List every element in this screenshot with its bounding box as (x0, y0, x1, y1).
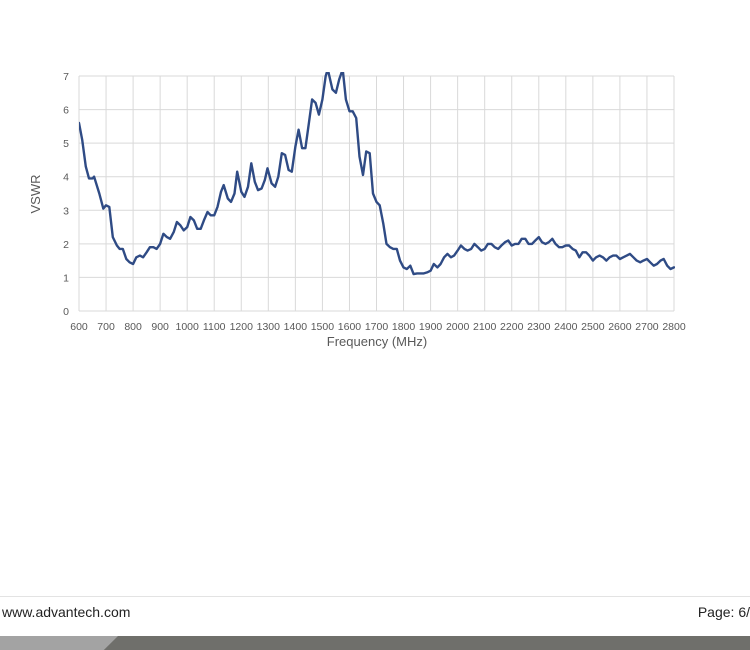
x-tick-label: 2200 (500, 321, 524, 333)
y-tick-label: 2 (63, 239, 69, 251)
x-tick-label: 1900 (419, 321, 443, 333)
x-tick-label: 900 (151, 321, 169, 333)
y-tick-label: 1 (63, 272, 69, 284)
footer-page-number: Page: 6/ (697, 604, 750, 620)
vswr-chart: 0 1 2 3 4 5 6 7 600 700 800 900 1000 1100 1200 1300 140… (28, 71, 686, 349)
x-tick-label: 800 (124, 321, 142, 333)
y-tick-label: 4 (63, 172, 69, 184)
x-tick-labels: 600 700 800 900 1000 1100 1200 1300 1400 1500 1600… (70, 321, 686, 333)
x-tick-label: 2000 (446, 321, 470, 333)
x-tick-label: 1400 (284, 321, 308, 333)
y-tick-label: 7 (63, 71, 69, 83)
x-tick-label: 1600 (338, 321, 362, 333)
footer-divider (0, 596, 750, 597)
x-tick-label: 2400 (554, 321, 578, 333)
x-tick-label: 2100 (473, 321, 497, 333)
y-axis-label: VSWR (28, 175, 43, 214)
y-tick-label: 3 (63, 205, 69, 217)
footer-bar-accent (0, 636, 118, 650)
gridlines (78, 75, 675, 312)
x-tick-label: 1100 (203, 321, 226, 333)
x-tick-label: 2300 (527, 321, 551, 333)
y-tick-labels: 0 1 2 3 4 5 6 7 (63, 71, 69, 318)
footer-website-link[interactable]: www.advantech.com (2, 604, 131, 620)
x-tick-label: 2700 (635, 321, 659, 333)
x-tick-label: 700 (97, 321, 115, 333)
x-tick-label: 2800 (662, 321, 686, 333)
x-tick-label: 600 (70, 321, 88, 333)
y-tick-label: 6 (63, 105, 69, 117)
x-tick-label: 1200 (230, 321, 254, 333)
x-tick-label: 1000 (176, 321, 200, 333)
x-tick-label: 1300 (257, 321, 281, 333)
y-tick-label: 0 (63, 306, 69, 318)
x-axis-label: Frequency (MHz) (327, 334, 427, 349)
vswr-series-line (79, 72, 675, 276)
footer-bar (0, 636, 750, 650)
x-tick-label: 1700 (365, 321, 389, 333)
x-tick-label: 2500 (581, 321, 605, 333)
x-tick-label: 1800 (392, 321, 416, 333)
x-tick-label: 2600 (608, 321, 632, 333)
y-tick-label: 5 (63, 138, 69, 150)
x-tick-label: 1500 (311, 321, 335, 333)
